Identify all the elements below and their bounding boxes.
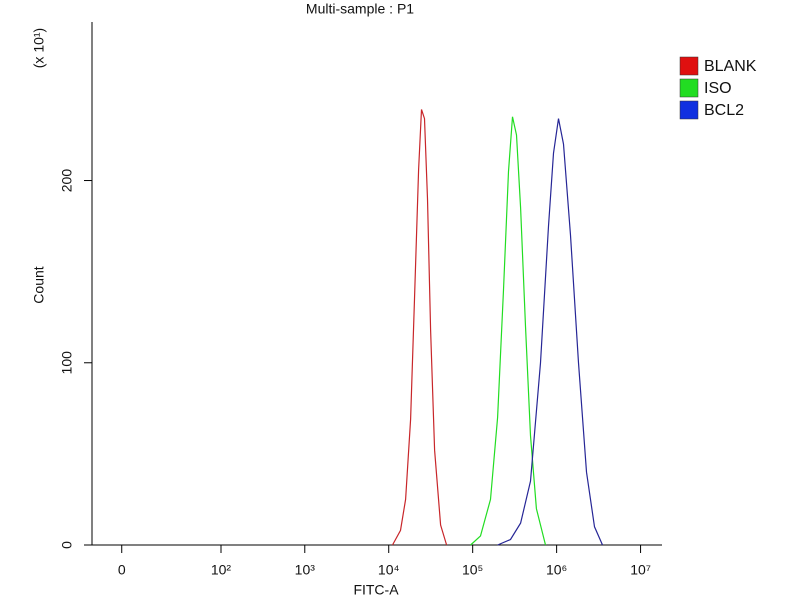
x-tick-label: 10⁴ [378,562,400,578]
series-line [391,109,448,546]
x-axis-label: FITC-A [353,582,399,598]
y-axis-label: Count [31,266,47,303]
legend-label: ISO [704,80,732,97]
x-tick-label: 10² [211,562,232,578]
x-tick-label: 10³ [295,562,316,578]
y-unit-label: (x 10¹) [31,28,47,68]
x-tick-label: 10⁵ [462,562,483,578]
series-line [470,116,547,546]
y-tick-label: 0 [59,541,75,549]
x-tick-label: 10⁷ [630,562,651,578]
series-line [497,118,604,546]
legend-swatch [679,56,699,76]
legend-label: BLANK [704,58,757,75]
legend-swatch [679,100,699,120]
y-tick-label: 200 [59,169,75,193]
y-tick-label: 100 [59,351,75,375]
chart-title: Multi-sample : P1 [306,1,414,17]
legend-swatch [679,78,699,98]
x-tick-label: 0 [118,562,126,578]
legend-label: BCL2 [704,102,744,119]
x-tick-label: 10⁶ [546,562,567,578]
